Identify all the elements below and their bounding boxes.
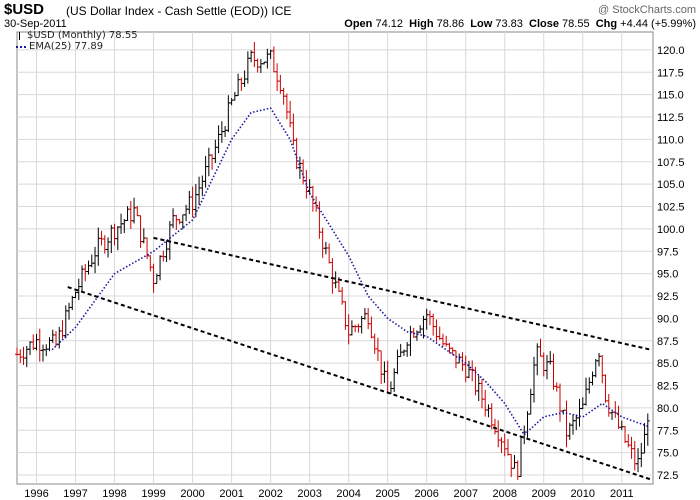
open-value: 74.12: [375, 18, 403, 30]
trendline-upper: [153, 236, 652, 351]
x-tick-label: 2004: [336, 488, 360, 500]
y-tick-label: 102.5: [657, 202, 685, 214]
high-label: High: [409, 18, 434, 30]
high-value: 78.86: [436, 18, 465, 30]
low-value: 73.83: [495, 18, 523, 30]
legend-price-label: $USD (Monthly) 78.55: [27, 30, 138, 41]
x-tick-label: 2010: [571, 488, 595, 500]
y-tick-label: 92.5: [657, 291, 678, 303]
y-tick-label: 100.0: [657, 224, 685, 236]
price-bar-swatch-icon: [16, 31, 24, 40]
legend: $USD (Monthly) 78.55 EMA(25) 77.89: [16, 30, 138, 52]
chart-description: (US Dollar Index - Cash Settle (EOD)) IC…: [66, 4, 292, 18]
trendline-lower: [67, 286, 652, 481]
x-tick-label: 2008: [492, 488, 516, 500]
y-tick-label: 105.0: [657, 179, 685, 191]
y-tick-label: 72.5: [657, 470, 678, 482]
x-tick-label: 1997: [63, 488, 87, 500]
x-tick-label: 2007: [453, 488, 477, 500]
y-tick-label: 95.0: [657, 269, 678, 281]
x-tick-label: 2006: [414, 488, 438, 500]
x-tick-label: 2002: [258, 488, 282, 500]
x-tick-label: 2005: [375, 488, 399, 500]
chart-symbol: $USD: [4, 1, 45, 18]
y-tick-label: 90.0: [657, 313, 678, 325]
x-tick-label: 2011: [610, 488, 634, 500]
y-tick-label: 87.5: [657, 336, 678, 348]
ema-line: [51, 107, 650, 437]
ema-swatch-icon: [16, 45, 26, 48]
y-tick-label: 82.5: [657, 381, 678, 393]
y-tick-label: 120.0: [657, 45, 685, 57]
close-label: Close: [529, 18, 559, 30]
y-tick-label: 97.5: [657, 246, 678, 258]
y-tick-label: 77.5: [657, 425, 678, 437]
y-tick-label: 107.5: [657, 157, 685, 169]
chg-value: +4.44 (+5.99%): [620, 18, 696, 30]
y-tick-label: 75.0: [657, 448, 678, 460]
x-tick-label: 1996: [24, 488, 48, 500]
x-tick-label: 2003: [297, 488, 321, 500]
low-label: Low: [470, 18, 493, 30]
x-tick-label: 2009: [532, 488, 556, 500]
y-tick-label: 117.5: [657, 67, 684, 79]
chg-label: Chg: [595, 18, 618, 30]
watermark: @ StockCharts.com: [598, 4, 696, 16]
y-tick-label: 85.0: [657, 358, 678, 370]
y-tick-label: 115.0: [657, 90, 684, 102]
x-tick-label: 1999: [141, 488, 165, 500]
legend-price: $USD (Monthly) 78.55: [16, 30, 138, 41]
x-tick-label: 2001: [219, 488, 243, 500]
ohlc-readout: Open 74.12 High 78.86 Low 73.83 Close 78…: [344, 18, 696, 30]
legend-ema: EMA(25) 77.89: [16, 41, 138, 52]
legend-ema-label: EMA(25) 77.89: [29, 41, 104, 52]
x-tick-label: 1998: [102, 488, 126, 500]
y-tick-label: 110.0: [657, 134, 684, 146]
open-label: Open: [344, 18, 373, 30]
chart-date: 30-Sep-2011: [4, 18, 67, 30]
x-tick-label: 2000: [180, 488, 204, 500]
plot-area: [16, 31, 654, 485]
close-value: 78.55: [562, 18, 590, 30]
y-tick-label: 112.5: [657, 112, 684, 124]
y-tick-label: 80.0: [657, 403, 678, 415]
